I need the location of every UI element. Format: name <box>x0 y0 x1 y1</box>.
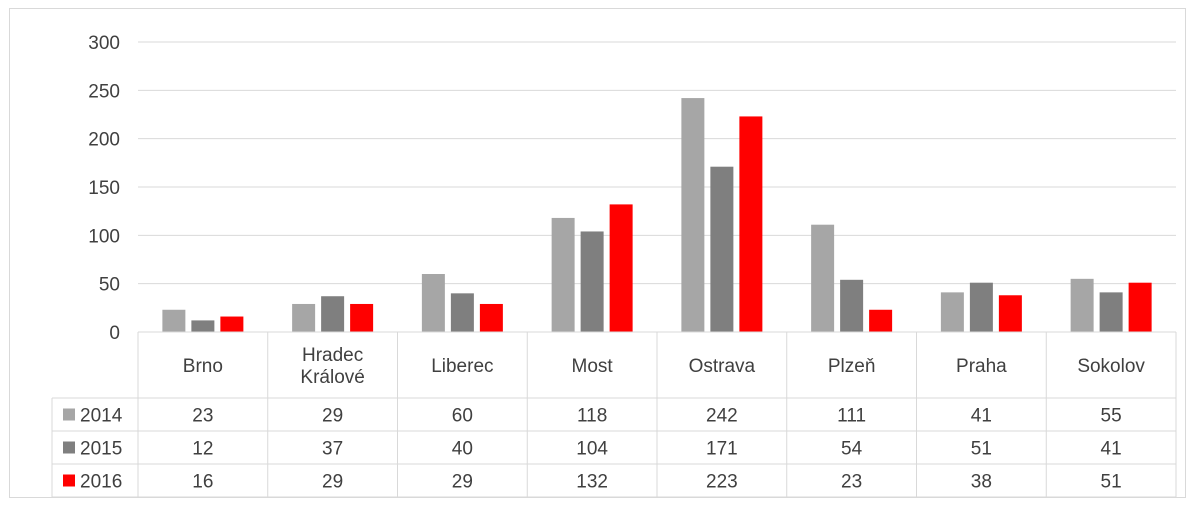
legend-key <box>63 441 75 454</box>
bar <box>421 274 445 332</box>
data-table-value: 12 <box>192 439 213 460</box>
data-table-value: 38 <box>971 472 992 493</box>
data-table-value: 132 <box>576 472 608 493</box>
data-table-value: 29 <box>322 406 343 427</box>
bar <box>1128 282 1152 332</box>
y-tick-label: 150 <box>88 178 120 199</box>
bar <box>450 293 474 332</box>
bar <box>479 303 503 332</box>
y-tick-label: 100 <box>88 226 120 247</box>
data-table-value: 51 <box>971 439 992 460</box>
data-table-value: 40 <box>452 439 473 460</box>
bar <box>1099 292 1123 332</box>
bar <box>739 116 763 332</box>
bar <box>869 309 893 332</box>
series-label: 2016 <box>80 472 122 493</box>
bar <box>321 296 345 332</box>
data-table-value: 41 <box>971 406 992 427</box>
bar <box>1070 278 1094 332</box>
y-tick-label: 50 <box>99 275 120 296</box>
bar <box>292 303 316 332</box>
category-label: Hradec <box>302 345 363 366</box>
series-label: 2015 <box>80 439 122 460</box>
y-tick-label: 250 <box>88 81 120 102</box>
y-tick-label: 0 <box>109 323 120 344</box>
bar <box>969 282 993 332</box>
bar <box>681 98 705 332</box>
legend-key <box>63 408 75 421</box>
data-table-value: 111 <box>837 406 866 427</box>
data-table-value: 51 <box>1101 472 1122 493</box>
bar <box>220 316 244 332</box>
bar <box>811 224 835 332</box>
data-table-value: 23 <box>841 472 862 493</box>
category-label: Sokolov <box>1077 356 1145 377</box>
category-label: Most <box>572 356 614 377</box>
data-table-value: 29 <box>322 472 343 493</box>
category-label: Ostrava <box>689 356 756 377</box>
data-table-value: 37 <box>322 439 343 460</box>
category-label: Plzeň <box>828 356 876 377</box>
y-tick-label: 200 <box>88 130 120 151</box>
data-table-value: 60 <box>452 406 473 427</box>
bar <box>580 231 604 332</box>
data-table-value: 41 <box>1101 439 1122 460</box>
category-label: Brno <box>183 356 223 377</box>
data-table-value: 171 <box>706 439 738 460</box>
legend-key <box>63 474 75 487</box>
data-table-value: 55 <box>1101 406 1122 427</box>
bar <box>162 309 186 332</box>
category-label: Liberec <box>431 356 493 377</box>
data-table-value: 23 <box>192 406 213 427</box>
data-table-value: 118 <box>577 406 607 427</box>
series-label: 2014 <box>80 406 123 427</box>
data-table-value: 16 <box>192 472 213 493</box>
bar <box>551 217 575 332</box>
data-table-value: 54 <box>841 439 863 460</box>
data-table-value: 242 <box>706 406 738 427</box>
bar <box>609 204 633 332</box>
data-table-value: 29 <box>452 472 473 493</box>
data-table-value: 223 <box>706 472 738 493</box>
bar <box>998 295 1022 332</box>
bar <box>710 166 734 332</box>
bar <box>350 303 374 332</box>
bar <box>840 279 864 332</box>
category-label: Králové <box>300 367 364 388</box>
y-tick-label: 300 <box>88 33 120 54</box>
bar <box>940 292 964 332</box>
data-table-value: 104 <box>576 439 608 460</box>
category-label: Praha <box>956 356 1007 377</box>
bar <box>191 320 215 332</box>
